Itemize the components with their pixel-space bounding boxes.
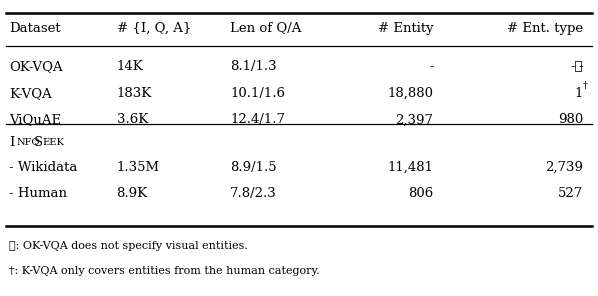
Text: -: - (578, 60, 583, 73)
Text: -: - (429, 60, 434, 73)
Text: 7.8/2.3: 7.8/2.3 (230, 187, 277, 200)
Text: 8.9/1.5: 8.9/1.5 (230, 161, 277, 174)
Text: 183K: 183K (117, 87, 152, 100)
Text: 2,397: 2,397 (395, 113, 434, 126)
Text: 12.4/1.7: 12.4/1.7 (230, 113, 285, 126)
Text: -⋆: -⋆ (570, 60, 583, 73)
Text: # Entity: # Entity (378, 22, 434, 35)
Text: 980: 980 (558, 113, 583, 126)
Text: EEK: EEK (42, 138, 64, 147)
Text: 806: 806 (408, 187, 434, 200)
Text: K-VQA: K-VQA (9, 87, 51, 100)
Text: 10.1/1.6: 10.1/1.6 (230, 87, 285, 100)
Text: 8.1/1.3: 8.1/1.3 (230, 60, 277, 73)
Text: Len of Q/A: Len of Q/A (230, 22, 301, 35)
Text: 8.9K: 8.9K (117, 187, 148, 200)
Text: OK-VQA: OK-VQA (9, 60, 63, 73)
Text: 527: 527 (558, 187, 583, 200)
Text: NFO: NFO (17, 138, 40, 147)
Text: 2,739: 2,739 (545, 161, 583, 174)
Text: - Wikidata: - Wikidata (9, 161, 77, 174)
Text: I: I (9, 136, 14, 149)
Text: 1.35M: 1.35M (117, 161, 160, 174)
Text: †: K-VQA only covers entities from the human category.: †: K-VQA only covers entities from the h… (9, 266, 320, 276)
Text: 1: 1 (575, 87, 583, 100)
Text: 18,880: 18,880 (388, 87, 434, 100)
Text: ⋆: OK-VQA does not specify visual entities.: ⋆: OK-VQA does not specify visual entiti… (9, 241, 248, 251)
Text: Dataset: Dataset (9, 22, 60, 35)
Text: 3.6K: 3.6K (117, 113, 148, 126)
Text: †: † (583, 81, 588, 90)
Text: - Human: - Human (9, 187, 67, 200)
Text: # {I, Q, A}: # {I, Q, A} (117, 22, 191, 35)
Text: # Ent. type: # Ent. type (507, 22, 583, 35)
Text: ViQuAE: ViQuAE (9, 113, 61, 126)
Text: S: S (34, 136, 44, 149)
Text: 14K: 14K (117, 60, 144, 73)
Text: 11,481: 11,481 (388, 161, 434, 174)
